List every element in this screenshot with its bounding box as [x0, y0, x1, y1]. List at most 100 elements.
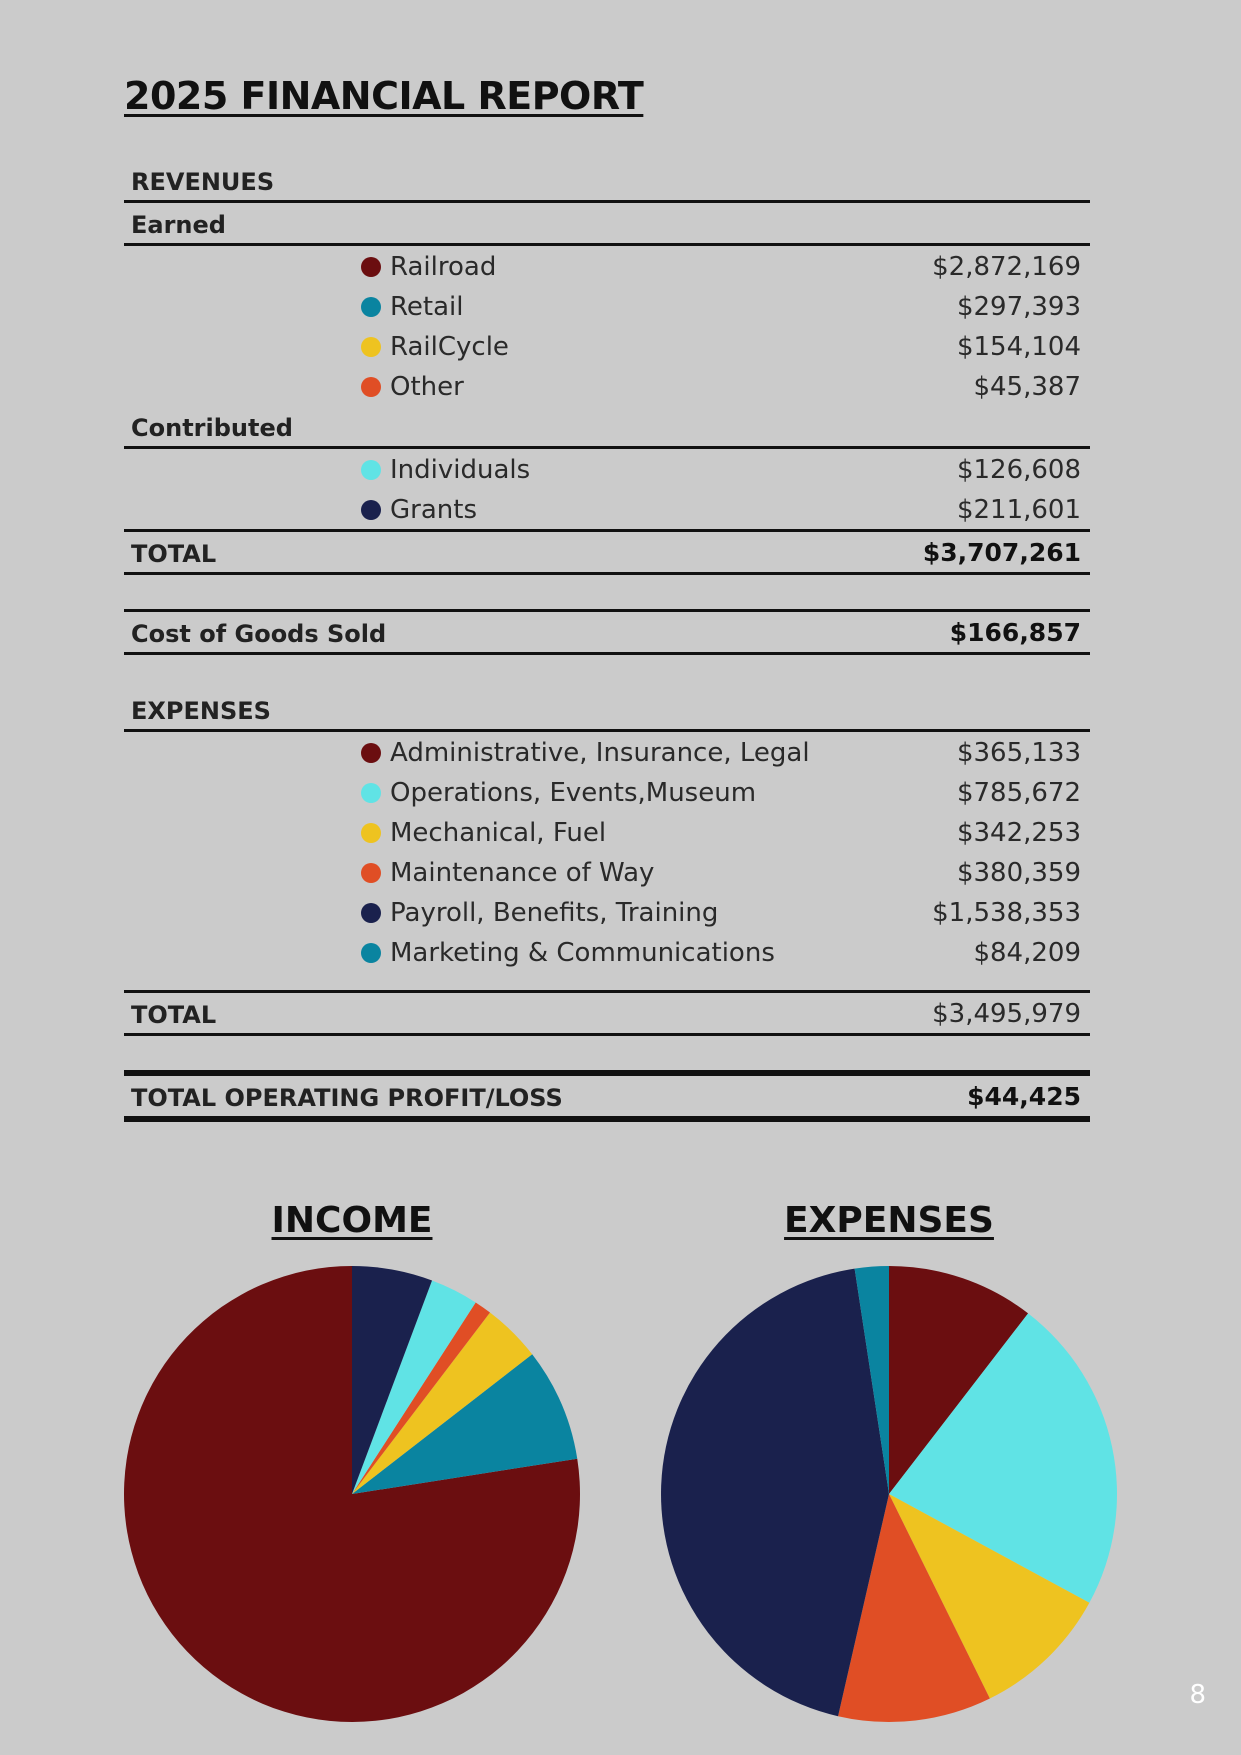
earned-label: Other — [390, 372, 464, 402]
divider — [124, 200, 1090, 203]
earned-item: Other — [361, 372, 464, 402]
legend-dot-icon — [361, 257, 381, 277]
expense-label: Administrative, Insurance, Legal — [390, 738, 810, 768]
revenue-total-row: TOTAL $3,707,261 — [124, 532, 1090, 572]
expense-item: Operations, Events,Museum — [361, 778, 756, 808]
expenses-heading-row: EXPENSES — [124, 689, 1090, 729]
expense-slice-administrative-insurance-legal — [889, 1266, 1029, 1494]
cogs-amount: $166,857 — [949, 618, 1081, 647]
expense-label: Mechanical, Fuel — [390, 818, 607, 848]
income-chart-title: INCOME — [271, 1200, 433, 1241]
contributed-heading-row: Contributed — [124, 406, 1090, 446]
contributed-list: Individuals $126,608 Grants $211,601 — [124, 449, 1090, 529]
expense-item: Mechanical, Fuel — [361, 818, 606, 848]
contributed-row: Individuals $126,608 — [124, 449, 1090, 489]
income-slice-retail — [352, 1354, 578, 1494]
earned-item: RailCycle — [361, 332, 509, 362]
expense-slice-maintenance-of-way — [838, 1494, 990, 1722]
earned-item: Retail — [361, 292, 463, 322]
income-slice-other — [352, 1302, 491, 1494]
operating-amount: $44,425 — [967, 1082, 1081, 1111]
legend-dot-icon — [361, 337, 381, 357]
expense-amount: $84,209 — [973, 938, 1081, 968]
spacer — [124, 655, 1090, 689]
expense-slice-marketing-communications — [854, 1266, 889, 1494]
contributed-label: Individuals — [390, 455, 531, 485]
expense-row: Operations, Events,Museum $785,672 — [124, 772, 1090, 812]
expense-row: Maintenance of Way $380,359 — [124, 852, 1090, 892]
expenses-pie-chart — [661, 1266, 1117, 1722]
revenue-total-amount: $3,707,261 — [922, 538, 1081, 567]
divider — [124, 1070, 1090, 1076]
earned-row: RailCycle $154,104 — [124, 326, 1090, 366]
divider — [124, 1116, 1090, 1122]
expense-total-label: TOTAL — [131, 1001, 217, 1029]
expense-amount: $365,133 — [956, 738, 1081, 768]
revenues-heading: REVENUES — [131, 168, 275, 196]
expense-item: Payroll, Benefits, Training — [361, 898, 718, 928]
expense-label: Operations, Events,Museum — [390, 778, 757, 808]
spacer — [124, 972, 1090, 990]
legend-dot-icon — [361, 943, 381, 963]
earned-amount: $2,872,169 — [932, 252, 1081, 282]
income-slice-railcycle — [352, 1312, 533, 1494]
cogs-row: Cost of Goods Sold $166,857 — [124, 612, 1090, 652]
legend-dot-icon — [361, 377, 381, 397]
expense-item: Marketing & Communications — [361, 938, 775, 968]
expense-label: Marketing & Communications — [390, 938, 775, 968]
cogs-label: Cost of Goods Sold — [131, 620, 387, 648]
divider — [124, 446, 1090, 449]
operating-row: TOTAL OPERATING PROFIT/LOSS $44,425 — [124, 1076, 1090, 1116]
legend-dot-icon — [361, 783, 381, 803]
financial-table: REVENUES Earned Railroad $2,872,169 Retail… — [124, 160, 1090, 1122]
expense-slice-payroll-benefits-training — [661, 1268, 889, 1717]
earned-label: Retail — [390, 292, 464, 322]
expense-row: Payroll, Benefits, Training $1,538,353 — [124, 892, 1090, 932]
contributed-amount: $211,601 — [956, 495, 1081, 525]
expense-slice-mechanical-fuel — [889, 1494, 1090, 1699]
contributed-item: Individuals — [361, 455, 530, 485]
spacer — [124, 575, 1090, 609]
earned-label: RailCycle — [390, 332, 509, 362]
legend-dot-icon — [361, 903, 381, 923]
earned-row: Other $45,387 — [124, 366, 1090, 406]
expense-total-amount: $3,495,979 — [932, 999, 1081, 1029]
divider — [124, 572, 1090, 575]
legend-dot-icon — [361, 500, 381, 520]
revenues-heading-row: REVENUES — [124, 160, 1090, 200]
contributed-item: Grants — [361, 495, 477, 525]
divider — [124, 609, 1090, 612]
contributed-row: Grants $211,601 — [124, 489, 1090, 529]
earned-amount: $45,387 — [973, 372, 1081, 402]
page-title: 2025 FINANCIAL REPORT — [124, 74, 644, 118]
legend-dot-icon — [361, 823, 381, 843]
expense-item: Maintenance of Way — [361, 858, 654, 888]
page-number: 8 — [1189, 1680, 1206, 1710]
earned-amount: $297,393 — [956, 292, 1081, 322]
contributed-amount: $126,608 — [956, 455, 1081, 485]
earned-list: Railroad $2,872,169 Retail $297,393 RailCycl… — [124, 246, 1090, 406]
expense-item: Administrative, Insurance, Legal — [361, 738, 810, 768]
expense-amount: $380,359 — [956, 858, 1081, 888]
divider — [124, 243, 1090, 246]
earned-row: Retail $297,393 — [124, 286, 1090, 326]
expense-label: Maintenance of Way — [390, 858, 655, 888]
earned-row: Railroad $2,872,169 — [124, 246, 1090, 286]
expense-label: Payroll, Benefits, Training — [390, 898, 719, 928]
expense-amount: $342,253 — [956, 818, 1081, 848]
expense-list: Administrative, Insurance, Legal $365,133… — [124, 732, 1090, 972]
revenue-total-label: TOTAL — [131, 540, 217, 568]
contributed-heading: Contributed — [131, 414, 293, 442]
legend-dot-icon — [361, 743, 381, 763]
earned-label: Railroad — [390, 252, 497, 282]
income-slice-individuals — [352, 1280, 476, 1494]
expense-amount: $1,538,353 — [932, 898, 1081, 928]
expenses-heading: EXPENSES — [131, 697, 271, 725]
legend-dot-icon — [361, 863, 381, 883]
expense-row: Administrative, Insurance, Legal $365,133 — [124, 732, 1090, 772]
divider — [124, 529, 1090, 532]
expense-amount: $785,672 — [956, 778, 1081, 808]
divider — [124, 729, 1090, 732]
earned-amount: $154,104 — [956, 332, 1081, 362]
income-slice-railroad — [123, 1266, 580, 1722]
